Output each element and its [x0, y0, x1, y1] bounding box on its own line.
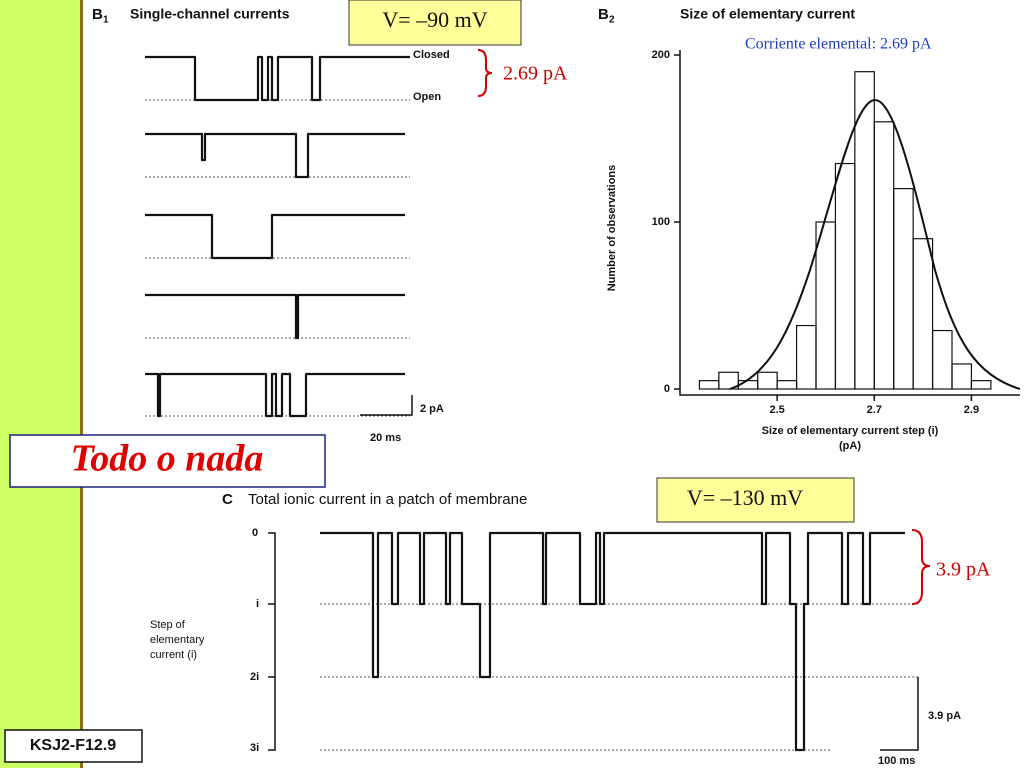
scale-y: 3.9 pA [928, 710, 961, 722]
trace [145, 293, 405, 340]
brace [477, 49, 493, 97]
y-label: elementary [150, 634, 205, 646]
y-tick-label: 0 [664, 383, 670, 395]
note: Corriente elemental: 2.69 pA [745, 36, 932, 53]
panel-label: B [598, 6, 609, 23]
open-label: Open [413, 91, 441, 103]
x-tick-label: 2.9 [964, 404, 979, 416]
brace [911, 529, 931, 605]
panel-sub: 1 [103, 15, 109, 26]
x-axis-unit: (pA) [839, 440, 861, 452]
traces-b1 [145, 55, 410, 418]
bar [873, 121, 895, 390]
scale-bar [880, 677, 919, 751]
panel-title: Single-channel currents [130, 6, 290, 22]
bar [776, 380, 798, 390]
step-label: 2.69 pA [503, 63, 568, 85]
trace [145, 213, 405, 260]
level-label: 3i [250, 742, 259, 754]
trace [145, 55, 410, 102]
histogram: 0 100 200 2.5 2.7 2.9 [652, 49, 992, 416]
bar [931, 329, 953, 390]
bar [815, 221, 837, 390]
axes [679, 50, 1020, 396]
scale-x: 100 ms [878, 755, 915, 767]
voltage: V= –90 mV [382, 7, 487, 32]
banner: Todo o nada [71, 438, 264, 480]
bar [893, 188, 914, 390]
y-tick-label: 200 [652, 49, 670, 61]
band-edge [80, 0, 83, 768]
closed-label: Closed [413, 49, 450, 61]
id-box [4, 729, 143, 763]
bar [951, 363, 973, 390]
figure-id: KSJ2-F12.9 [30, 737, 116, 754]
panel-label: C [222, 491, 233, 508]
x-tick-label: 2.7 [867, 404, 882, 416]
scale-x: 20 ms [370, 432, 401, 444]
step-label: 3.9 pA [936, 559, 991, 581]
y-label: current (i) [150, 649, 197, 661]
x-tick-label: 2.5 [769, 404, 784, 416]
bar [834, 162, 856, 390]
level-label: 2i [250, 671, 259, 683]
scale-bar [360, 395, 413, 416]
trace [145, 132, 405, 179]
bar [757, 371, 778, 390]
chart-title: Size of elementary current [680, 6, 855, 22]
bar [970, 380, 992, 390]
voltage-box [348, 0, 522, 46]
voltage: V= –130 mV [687, 485, 803, 510]
y-tick-label: 100 [652, 216, 670, 228]
y-axis-label: Number of observations [606, 165, 618, 292]
panel-title: Total ionic current in a patch of membra… [248, 491, 527, 508]
x-axis-label: Size of elementary current step (i) [762, 425, 939, 437]
left-band [0, 0, 80, 768]
panel-sub: 2 [609, 15, 615, 26]
voltage-box [656, 477, 855, 523]
banner-box [9, 434, 326, 488]
level-label: i [256, 598, 259, 610]
scale-y: 2 pA [420, 403, 444, 415]
y-label: Step of [150, 619, 186, 631]
gaussian-fit [729, 98, 1021, 390]
axis [268, 532, 276, 751]
bar [698, 380, 720, 390]
bar [795, 324, 817, 390]
bar [912, 238, 934, 390]
level-label: 0 [252, 527, 258, 539]
trace [320, 531, 905, 752]
panel-label: B [92, 6, 103, 23]
trace [145, 372, 405, 418]
